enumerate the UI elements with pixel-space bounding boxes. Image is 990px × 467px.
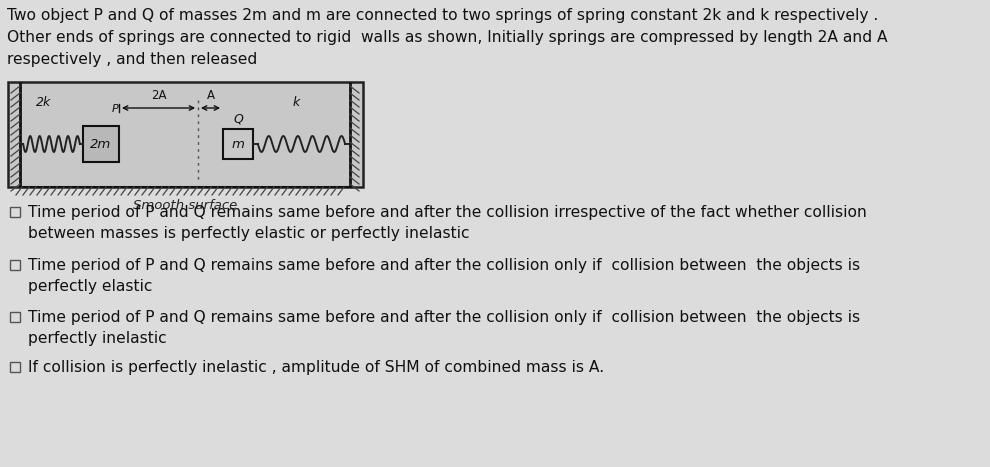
Text: 2m: 2m xyxy=(90,137,112,150)
Text: Time period of P and Q remains same before and after the collision only if  coll: Time period of P and Q remains same befo… xyxy=(28,310,860,325)
Text: 2k: 2k xyxy=(37,96,51,109)
Text: Two object P and Q of masses 2m and m are connected to two springs of spring con: Two object P and Q of masses 2m and m ar… xyxy=(7,8,878,23)
Bar xyxy=(10,207,20,217)
Text: m: m xyxy=(232,137,245,150)
Text: 2A: 2A xyxy=(150,89,166,102)
Text: If collision is perfectly inelastic , amplitude of SHM of combined mass is A.: If collision is perfectly inelastic , am… xyxy=(28,360,604,375)
Text: k: k xyxy=(292,96,300,109)
Text: Time period of P and Q remains same before and after the collision only if  coll: Time period of P and Q remains same befo… xyxy=(28,258,860,273)
Bar xyxy=(8,82,363,187)
Bar xyxy=(10,260,20,270)
Text: Smooth surface: Smooth surface xyxy=(134,199,238,212)
Text: Q: Q xyxy=(233,112,243,125)
Bar xyxy=(10,362,20,372)
Text: perfectly inelastic: perfectly inelastic xyxy=(28,331,166,346)
Text: P: P xyxy=(111,104,118,114)
Text: perfectly elastic: perfectly elastic xyxy=(28,279,152,294)
Text: respectively , and then released: respectively , and then released xyxy=(7,52,257,67)
Bar xyxy=(10,312,20,322)
Bar xyxy=(223,129,253,159)
Text: A: A xyxy=(207,89,215,102)
Bar xyxy=(8,82,363,187)
Bar xyxy=(83,126,119,162)
Text: between masses is perfectly elastic or perfectly inelastic: between masses is perfectly elastic or p… xyxy=(28,226,469,241)
Text: Other ends of springs are connected to rigid  walls as shown, Initially springs : Other ends of springs are connected to r… xyxy=(7,30,888,45)
Text: Time period of P and Q remains same before and after the collision irrespective : Time period of P and Q remains same befo… xyxy=(28,205,867,220)
